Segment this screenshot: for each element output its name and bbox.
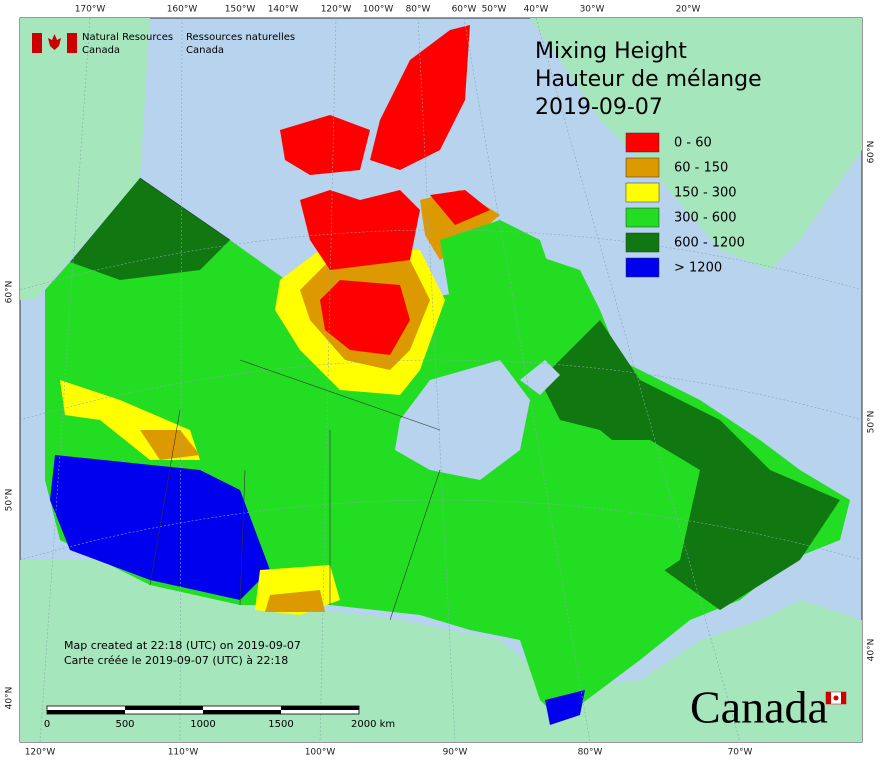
wordmark: Canada bbox=[690, 682, 828, 733]
greenland bbox=[530, 18, 862, 270]
flag-bar bbox=[841, 692, 846, 704]
legend-label: 150 - 300 bbox=[674, 186, 737, 201]
sask-orange bbox=[265, 590, 325, 612]
lon-label: 120°W bbox=[25, 748, 56, 758]
legend-swatch bbox=[625, 207, 660, 228]
james-bay bbox=[520, 360, 560, 395]
lat-label: 60°N bbox=[5, 281, 15, 304]
lat-label: 60°N bbox=[867, 141, 877, 164]
legend-label: > 1200 bbox=[674, 261, 722, 276]
lon-label: 140°W bbox=[268, 5, 299, 15]
legend-label: 0 - 60 bbox=[674, 136, 712, 151]
org-en: Canada bbox=[82, 45, 120, 56]
lon-label: 70°W bbox=[728, 748, 753, 758]
queen-elizabeth-isl bbox=[280, 115, 370, 175]
title: Mixing Height bbox=[535, 39, 687, 64]
lon-label: 90°W bbox=[443, 748, 468, 758]
org-en: Natural Resources bbox=[82, 32, 173, 43]
lon-label: 50°W bbox=[482, 5, 507, 15]
org-fr: Canada bbox=[186, 45, 224, 56]
legend-label: 60 - 150 bbox=[674, 161, 728, 176]
lon-label: 150°W bbox=[225, 5, 256, 15]
legend-label: 600 - 1200 bbox=[674, 236, 745, 251]
lat-label: 40°N bbox=[867, 639, 877, 662]
legend-swatch bbox=[625, 257, 660, 278]
scale-seg bbox=[281, 706, 359, 710]
org-fr: Ressources naturelles bbox=[186, 32, 295, 43]
flag-bar bbox=[826, 692, 831, 704]
province-borders bbox=[139, 177, 441, 621]
quebec-inner bbox=[540, 440, 700, 600]
maple-leaf bbox=[48, 34, 61, 50]
lon-label: 20°W bbox=[676, 5, 701, 15]
yukon-deep bbox=[70, 178, 230, 280]
scale-label: 0 bbox=[44, 719, 50, 730]
note: Carte créée le 2019-09-07 (UTC) à 22:18 bbox=[64, 654, 288, 667]
scale-label: 500 bbox=[115, 719, 134, 730]
ontario-high bbox=[545, 690, 585, 725]
legend-swatch bbox=[625, 232, 660, 253]
graticule-lat bbox=[19, 229, 863, 561]
scale-label: 1500 bbox=[268, 719, 293, 730]
lon-label: 60°W bbox=[452, 5, 477, 15]
title: 2019-09-07 bbox=[535, 95, 663, 120]
arctic-red-south bbox=[320, 280, 410, 355]
nrcan-logo bbox=[32, 33, 77, 53]
hudson-bay bbox=[395, 360, 530, 480]
scale-seg bbox=[125, 706, 203, 710]
lon-label: 80°W bbox=[406, 5, 431, 15]
scale-label: 2000 km bbox=[351, 719, 395, 730]
lon-label: 170°W bbox=[75, 5, 106, 15]
wordmark-flag bbox=[825, 691, 847, 705]
usa bbox=[20, 560, 862, 742]
lon-label: 160°W bbox=[167, 5, 198, 15]
title: Hauteur de mélange bbox=[535, 67, 762, 92]
maple-leaf bbox=[833, 695, 839, 701]
lon-label: 120°W bbox=[321, 5, 352, 15]
lon-label: 100°W bbox=[363, 5, 394, 15]
legend-swatch bbox=[625, 157, 660, 178]
scale-label: 1000 bbox=[190, 719, 215, 730]
lon-label: 40°W bbox=[524, 5, 549, 15]
baffin-green bbox=[440, 220, 560, 330]
ellesmere bbox=[370, 25, 470, 170]
lon-label: 100°W bbox=[305, 748, 336, 758]
note: Map created at 22:18 (UTC) on 2019-09-07 bbox=[64, 639, 301, 652]
victoria-isl bbox=[300, 190, 420, 270]
legend-swatch bbox=[625, 132, 660, 153]
legend-label: 300 - 600 bbox=[674, 211, 737, 226]
flag-bar bbox=[32, 33, 42, 53]
legend-swatch bbox=[625, 182, 660, 203]
lat-label: 50°N bbox=[867, 411, 877, 434]
scale-bar bbox=[46, 705, 360, 715]
flag-bar bbox=[67, 33, 77, 53]
lat-label: 50°N bbox=[5, 489, 15, 512]
lon-label: 80°W bbox=[578, 748, 603, 758]
lon-label: 110°W bbox=[168, 748, 199, 758]
lon-label: 30°W bbox=[580, 5, 605, 15]
scale-seg bbox=[203, 710, 281, 714]
bc-orange bbox=[140, 430, 200, 460]
alaska bbox=[20, 18, 150, 300]
baffin-red bbox=[430, 190, 490, 225]
lat-label: 40°N bbox=[5, 687, 15, 710]
scale-seg bbox=[47, 710, 125, 714]
